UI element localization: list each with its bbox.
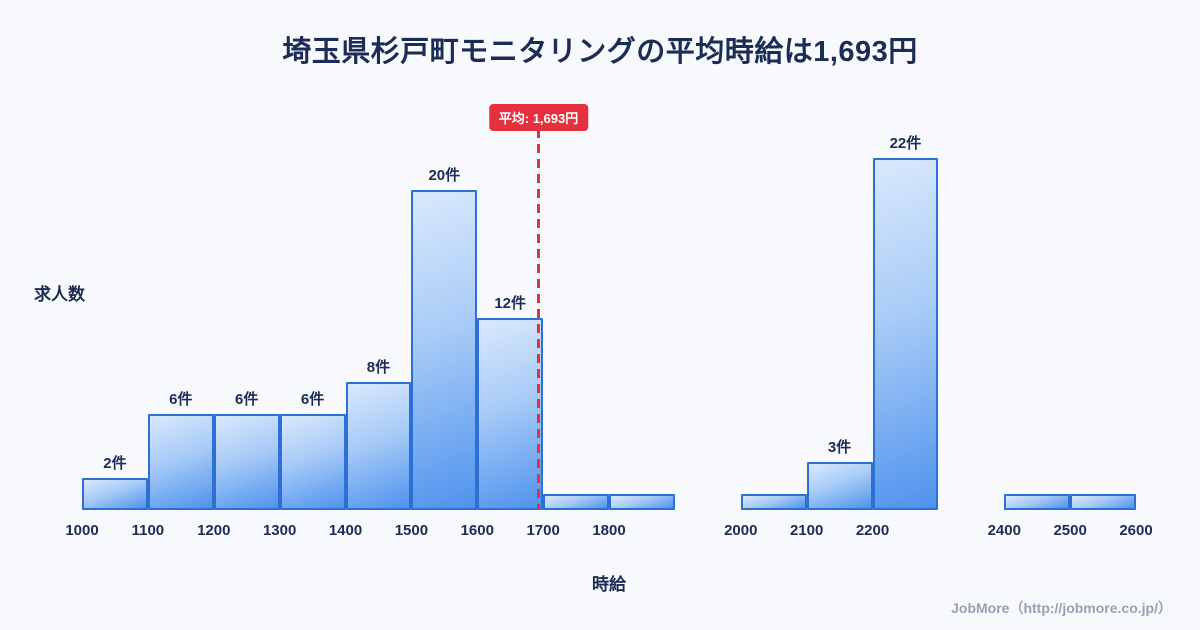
- histogram-bar: [147, 414, 214, 510]
- histogram-bar: [1004, 494, 1071, 510]
- histogram-bar: [609, 494, 675, 510]
- average-badge: 平均: 1,693円: [488, 104, 589, 131]
- x-tick-label: 1100: [131, 522, 165, 539]
- histogram-bar: [1070, 494, 1136, 510]
- x-tick-label: 2600: [1119, 522, 1153, 539]
- histogram-bar: [806, 462, 873, 510]
- average-line: [537, 129, 540, 510]
- x-tick-label: 2000: [724, 522, 758, 539]
- histogram-bar: [279, 414, 346, 510]
- x-tick-label: 1200: [197, 522, 231, 539]
- histogram-bar: [740, 494, 807, 510]
- x-tick-label: 2400: [987, 522, 1021, 539]
- x-tick-label: 1400: [328, 522, 363, 539]
- histogram-bar: [872, 158, 939, 510]
- histogram-bar: [543, 494, 609, 510]
- y-axis-label: 求人数: [34, 285, 85, 304]
- x-tick-label: 2200: [855, 522, 890, 539]
- bar-count-label: 6件: [235, 391, 259, 408]
- x-axis-label: 時給: [592, 575, 626, 594]
- x-tick-label: 1800: [592, 522, 626, 539]
- x-tick-label: 1300: [262, 522, 297, 539]
- footer-credit: JobMore（http://jobmore.co.jp/）: [951, 600, 1172, 616]
- x-tick-label: 2100: [789, 522, 824, 539]
- bar-count-label: 22件: [889, 135, 922, 152]
- bar-count-label: 6件: [169, 391, 193, 408]
- histogram-bar: [411, 190, 478, 510]
- x-tick-label: 2500: [1053, 522, 1087, 539]
- x-tick-label: 1000: [65, 522, 99, 539]
- bar-count-label: 8件: [366, 359, 391, 376]
- bar-count-label: 20件: [428, 167, 461, 184]
- histogram-bar: [213, 414, 280, 510]
- bar-count-label: 3件: [827, 439, 852, 456]
- bar-count-label: 2件: [103, 455, 127, 472]
- histogram-bar: [477, 318, 544, 510]
- page-title: 埼玉県杉戸町モニタリングの平均時給は1,693円: [282, 36, 918, 68]
- histogram-bar: [82, 478, 148, 510]
- x-tick-label: 1600: [460, 522, 494, 539]
- x-tick-label: 1700: [526, 522, 560, 539]
- histogram-bar: [345, 382, 412, 510]
- bar-count-label: 12件: [494, 295, 527, 312]
- bar-count-label: 6件: [300, 391, 325, 408]
- x-tick-label: 1500: [394, 522, 429, 539]
